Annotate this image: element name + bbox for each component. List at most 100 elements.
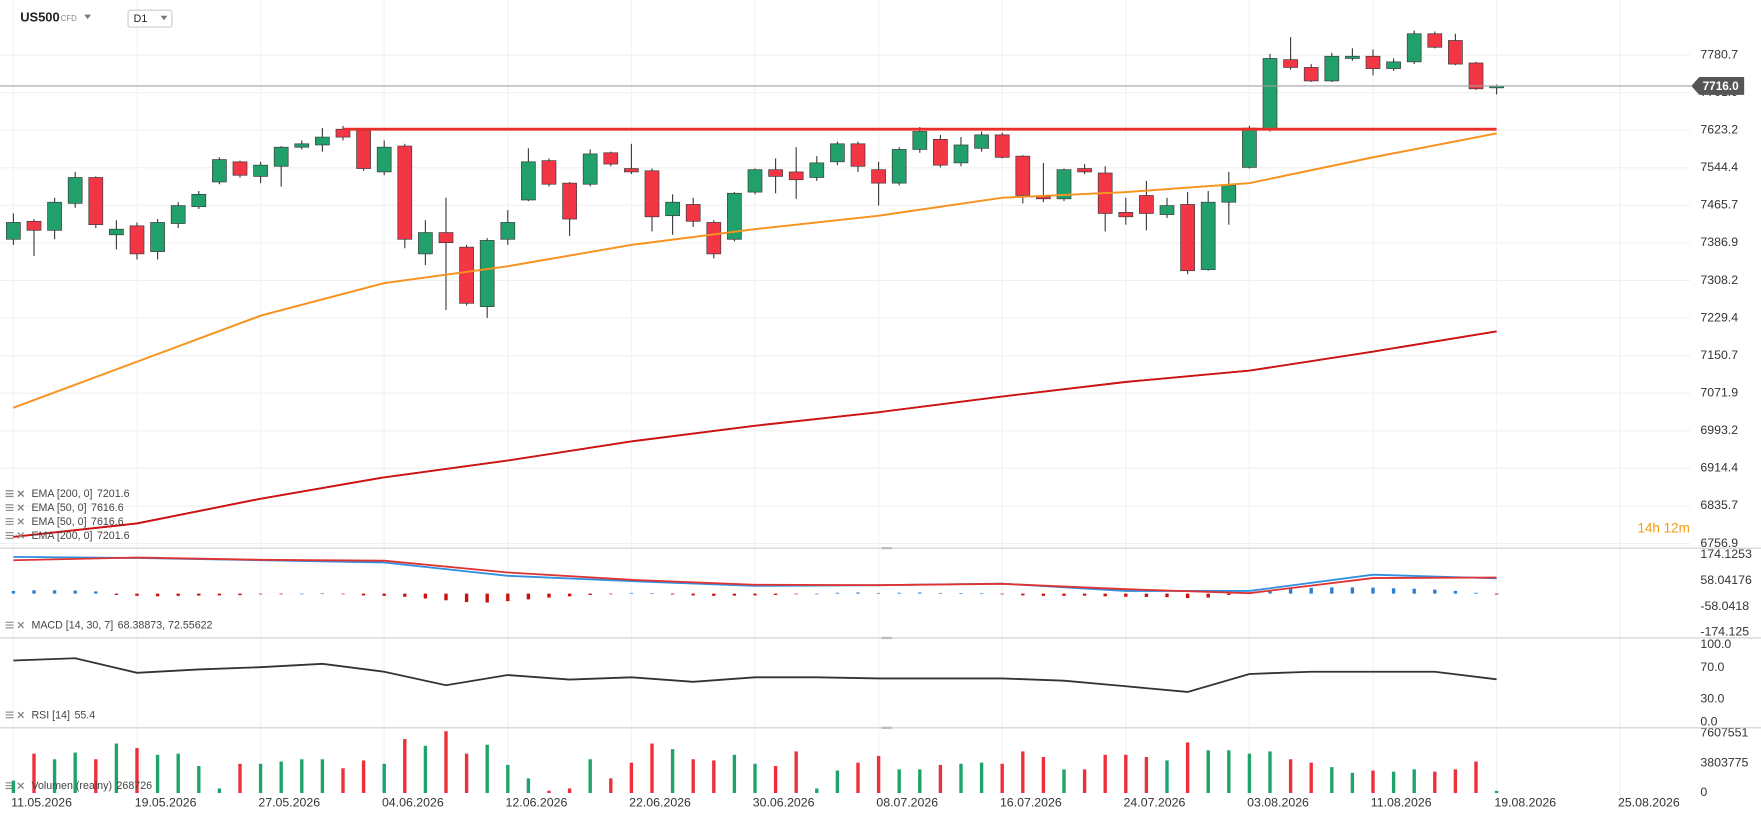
candle-body bbox=[170, 205, 186, 224]
histogram-bar bbox=[1494, 593, 1499, 595]
candle-body bbox=[685, 204, 701, 222]
timeframe-select[interactable] bbox=[127, 9, 173, 28]
indicator-line bbox=[13, 556, 1497, 595]
histogram-bar bbox=[1041, 593, 1046, 596]
histogram-bar bbox=[1103, 593, 1107, 597]
y-tick-label: 7623.2 bbox=[1700, 122, 1738, 136]
volume-bar bbox=[1268, 751, 1272, 793]
volume-bar bbox=[1206, 750, 1210, 793]
candle-body bbox=[6, 222, 21, 240]
histogram-bar bbox=[485, 593, 489, 603]
histogram-bar bbox=[1391, 588, 1396, 594]
candle-body bbox=[315, 136, 330, 146]
timeframe[interactable]: D1 bbox=[134, 13, 148, 25]
histogram-bar bbox=[670, 593, 675, 595]
candle-body bbox=[273, 146, 289, 167]
y-tick-label: 7780.7 bbox=[1700, 47, 1738, 61]
y-tick-label: 30.0 bbox=[1700, 691, 1724, 705]
volume-bar bbox=[464, 753, 469, 793]
volume-bar bbox=[609, 778, 613, 793]
candle-body bbox=[1406, 33, 1422, 63]
histogram-bar bbox=[1021, 593, 1025, 596]
volume-bar bbox=[650, 743, 654, 793]
histogram-bar bbox=[238, 593, 242, 596]
candle-body bbox=[953, 144, 969, 164]
histogram-bar bbox=[650, 593, 654, 594]
candle-body bbox=[191, 194, 207, 208]
y-tick-label: 100.0 bbox=[1700, 637, 1731, 651]
legend-name: MACD [14, 30, 7] bbox=[31, 619, 113, 631]
candle-body bbox=[603, 152, 619, 165]
legend-entry: EMA [50, 0] 7616.6 bbox=[31, 502, 123, 514]
histogram-bar bbox=[320, 593, 325, 595]
legend-entry: EMA [200, 0] 7201.6 bbox=[31, 488, 129, 500]
volume-bar bbox=[897, 769, 901, 793]
candle-body bbox=[1345, 55, 1360, 59]
candle-body bbox=[850, 143, 866, 167]
candle-body bbox=[459, 246, 474, 304]
candle-body bbox=[582, 153, 598, 185]
volume-bar bbox=[835, 770, 840, 793]
y-tick-label: 6914.4 bbox=[1700, 461, 1738, 475]
volume-bar bbox=[238, 763, 242, 793]
histogram-bar bbox=[32, 590, 36, 594]
histogram-bar bbox=[588, 593, 592, 595]
symbol[interactable]: US500 bbox=[20, 9, 59, 24]
symbol-dropdown[interactable] bbox=[84, 14, 91, 20]
candle-body bbox=[1015, 155, 1031, 196]
histogram-bar bbox=[526, 593, 531, 600]
volume-bar bbox=[1371, 770, 1375, 793]
y-tick-label: 7308.2 bbox=[1700, 273, 1738, 287]
volume-bar bbox=[1165, 760, 1169, 793]
histogram-bar bbox=[279, 593, 283, 595]
histogram-bar bbox=[1412, 588, 1416, 594]
candle-body bbox=[1139, 195, 1154, 214]
candle-body bbox=[479, 240, 495, 307]
histogram-bar bbox=[155, 593, 160, 597]
x-tick-label: 16.07.2026 bbox=[1000, 795, 1062, 809]
histogram-bar bbox=[506, 593, 510, 602]
histogram-bar bbox=[753, 593, 757, 596]
y-tick-label: 58.04176 bbox=[1700, 573, 1752, 587]
histogram-bar bbox=[300, 593, 304, 595]
histogram-bar bbox=[1474, 592, 1478, 594]
histogram-bar bbox=[856, 592, 860, 594]
candle-body bbox=[1200, 201, 1216, 270]
volume-bar bbox=[1453, 769, 1458, 793]
y-tick-label: 7071.9 bbox=[1700, 385, 1738, 399]
histogram-bar bbox=[1000, 593, 1004, 595]
candle-body bbox=[727, 192, 742, 240]
legend-remove bbox=[17, 490, 25, 497]
x-tick-label: 12.06.2026 bbox=[506, 795, 568, 809]
indicator-line bbox=[13, 330, 1497, 538]
volume-bar bbox=[341, 768, 345, 793]
legend-value: 68.38873, 72.55622 bbox=[118, 619, 213, 631]
volume-bar bbox=[732, 754, 737, 793]
timeframe-dropdown[interactable] bbox=[160, 15, 168, 21]
volume-bar bbox=[629, 762, 634, 793]
volume-bar bbox=[1350, 772, 1355, 793]
y-tick-label: 7386.9 bbox=[1700, 235, 1738, 249]
legend-name: EMA [200, 0] bbox=[31, 530, 92, 542]
histogram-bar bbox=[11, 590, 16, 594]
x-tick-label: 25.08.2026 bbox=[1618, 795, 1680, 809]
volume-bar bbox=[1494, 790, 1499, 793]
volume-bar bbox=[1041, 757, 1046, 793]
legend-entry: EMA [200, 0] 7201.6 bbox=[31, 530, 129, 542]
volume-bar bbox=[485, 744, 489, 793]
volume-bar bbox=[1309, 762, 1313, 793]
candle-body bbox=[1427, 33, 1443, 48]
indicator-line bbox=[13, 657, 1497, 693]
histogram-bar bbox=[979, 593, 984, 595]
y-tick-label: 70.0 bbox=[1700, 660, 1724, 674]
legend-value: 268726 bbox=[117, 780, 153, 792]
volume-bar bbox=[918, 769, 922, 793]
volume-bar bbox=[32, 753, 36, 793]
candle-body bbox=[1468, 62, 1484, 90]
candle-body bbox=[88, 177, 104, 226]
volume-bar bbox=[155, 754, 160, 793]
candle-body bbox=[541, 160, 557, 185]
